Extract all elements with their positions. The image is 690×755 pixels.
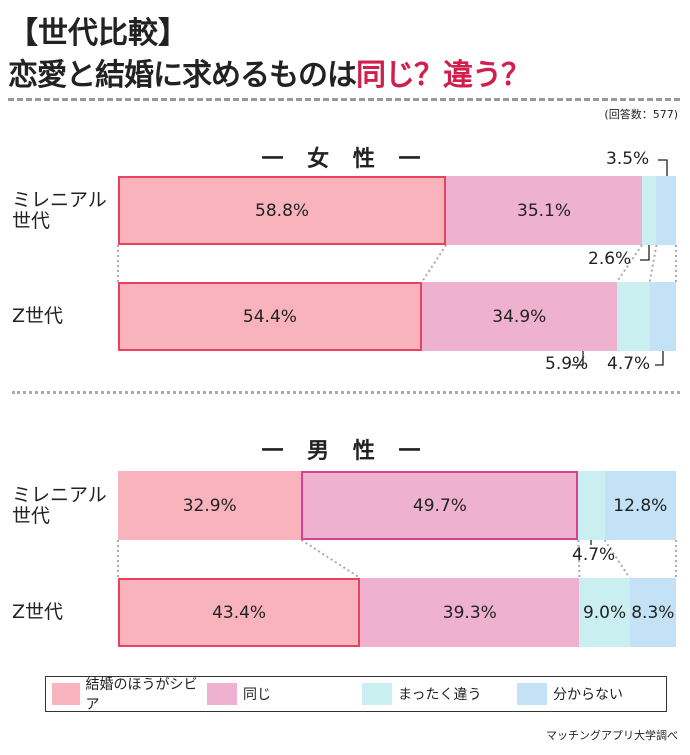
legend-swatch [362,683,392,705]
bar-segment [656,176,676,245]
stacked-bar: 58.8% 35.1% [118,176,676,245]
bar-segment: 34.9% [421,282,617,351]
data-label: 34.9% [492,306,547,327]
row-label: Z世代 [12,601,64,623]
bar-segment: 39.3% [360,578,580,647]
title-black: 恋愛と結婚に求めるものは [8,58,357,93]
data-label: 32.9% [182,495,237,516]
connector-line [577,539,581,579]
bar-segment: 58.8% [118,176,447,245]
title-red: 同じ？違う？ [356,58,531,93]
data-label: 39.3% [442,602,497,623]
data-label: 12.8% [613,495,668,516]
title-line1: 【世代比較】 [8,16,188,51]
divider [8,98,680,101]
data-label: 2.6% [588,249,632,269]
data-label: 5.9% [545,354,589,374]
row-label: Z世代 [12,305,64,327]
bar-segment: 43.4% [118,578,361,647]
legend-item: 同じ [201,683,356,705]
stacked-bar: 32.9% 49.7% 12.8% [118,471,676,540]
bar-segment [616,282,650,351]
data-label: 58.8% [255,200,310,221]
respondents-note: (回答数：577) [604,108,678,121]
bar-segment: 54.4% [118,282,422,351]
data-label: 49.7% [412,495,467,516]
row-label: ミレニアル世代 [12,484,107,527]
bar-segment [649,282,676,351]
data-label: 3.5% [606,149,650,169]
bar-segment: 12.8% [604,471,676,540]
stacked-bar: 43.4% 39.3% 9.0% 8.3% [118,578,676,647]
legend-label: 同じ [243,687,271,703]
legend-item: 結婚のほうがシビア [46,674,201,714]
data-label: 4.7% [572,545,616,565]
legend-label: 分からない [553,687,623,703]
data-label: 54.4% [242,306,297,327]
bar-segment [641,176,657,245]
bar-segment: 8.3% [629,578,676,647]
data-label: 35.1% [517,200,572,221]
connector-line [648,244,658,283]
legend-item: まったく違う [356,683,511,705]
section-title-female: 一 女 性 一 [261,147,429,172]
data-label: 4.7% [607,354,651,374]
connector-line [421,244,447,283]
legend-label: 結婚のほうがシビア [85,677,198,713]
legend: 結婚のほうがシビア 同じ まったく違う 分からない [45,674,667,714]
legend-item: 分からない [511,683,666,705]
connector-line [300,539,361,579]
bar-segment: 35.1% [446,176,642,245]
legend-swatch [517,683,547,705]
bar-segment: 32.9% [118,471,302,540]
row-label: ミレニアル世代 [12,189,107,232]
bar-segment: 9.0% [579,578,630,647]
stacked-bar: 54.4% 34.9% [118,282,676,351]
data-label: 8.3% [631,602,675,623]
section-title-male: 一 男 性 一 [261,439,429,464]
source: マッチングアプリ大学調べ [546,729,678,742]
legend-label: まったく違う [398,687,482,703]
legend-swatch [207,683,237,705]
title-line2: 恋愛と結婚に求めるものは同じ？違う？ [8,50,531,94]
data-label: 43.4% [212,602,267,623]
legend-swatch [52,683,80,705]
bar-segment [578,471,605,540]
section-divider [12,391,680,394]
bar-segment: 49.7% [301,471,579,540]
data-label: 9.0% [582,602,627,623]
